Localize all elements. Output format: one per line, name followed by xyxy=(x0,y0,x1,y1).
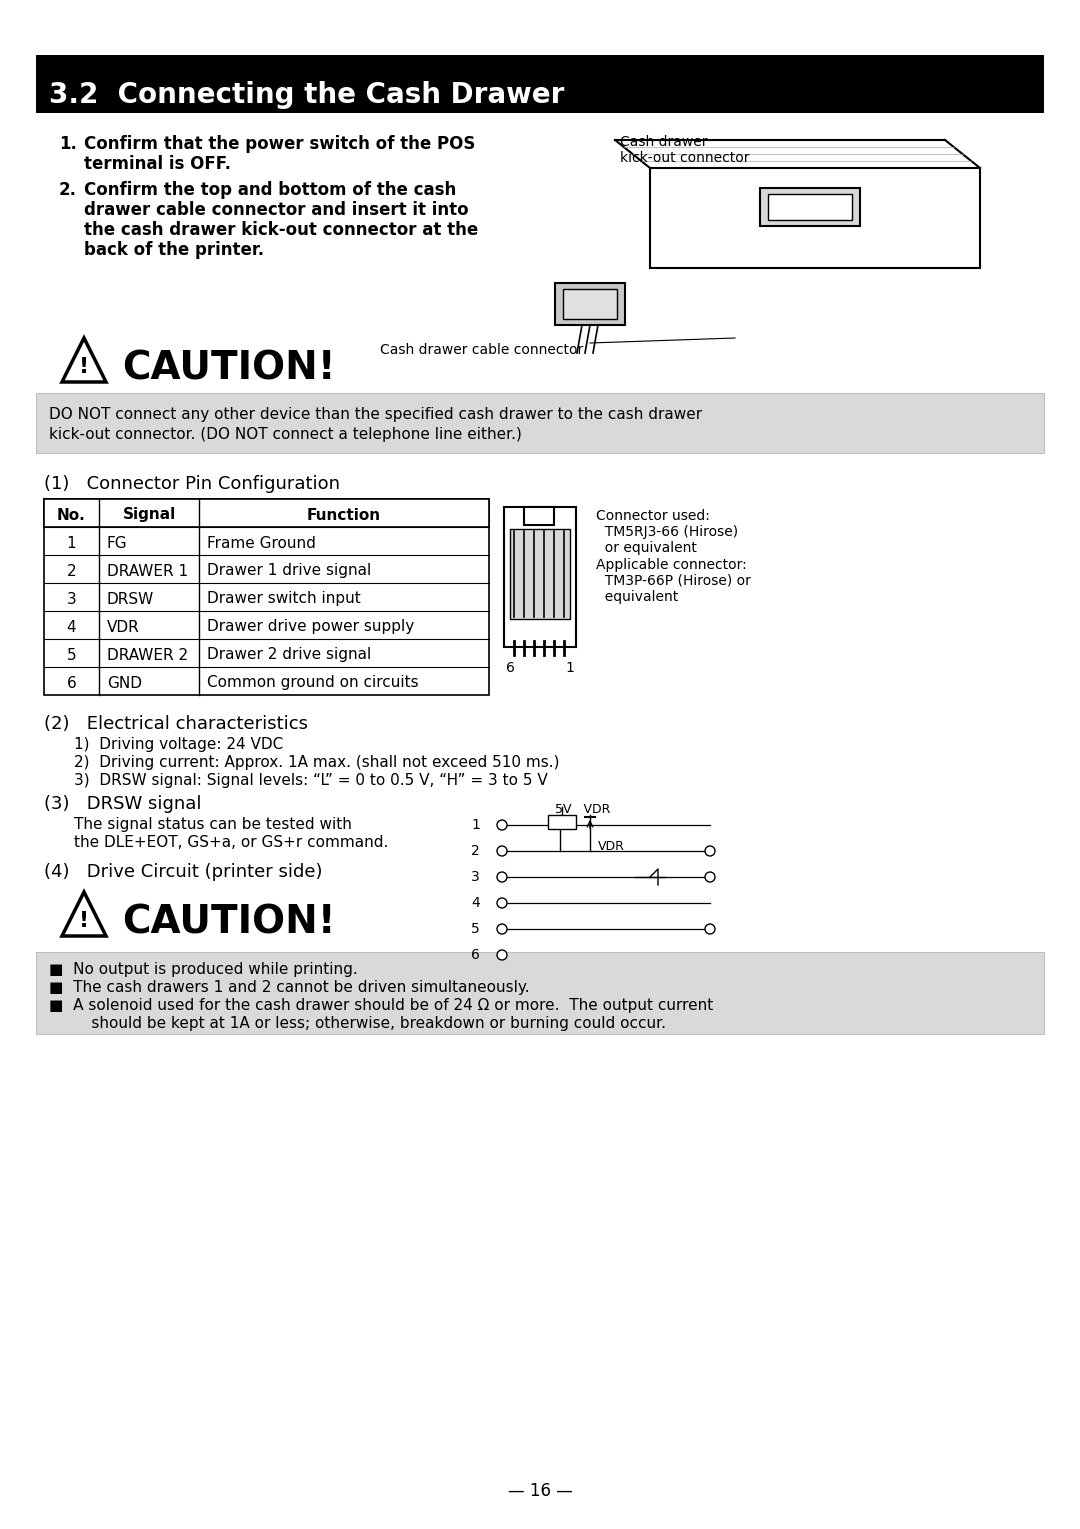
Text: DRAWER 2: DRAWER 2 xyxy=(107,647,188,662)
Text: (4)   Drive Circuit (printer side): (4) Drive Circuit (printer side) xyxy=(44,862,323,881)
Text: 3.2  Connecting the Cash Drawer: 3.2 Connecting the Cash Drawer xyxy=(49,81,565,109)
Text: back of the printer.: back of the printer. xyxy=(84,242,265,258)
Text: 5V   VDR: 5V VDR xyxy=(555,803,610,816)
Circle shape xyxy=(705,924,715,934)
Text: Drawer 2 drive signal: Drawer 2 drive signal xyxy=(207,647,372,662)
Text: 5: 5 xyxy=(67,647,77,662)
Bar xyxy=(44,498,489,696)
Text: CAUTION!: CAUTION! xyxy=(122,904,336,940)
Text: kick-out connector: kick-out connector xyxy=(620,151,750,165)
Circle shape xyxy=(497,950,507,960)
Bar xyxy=(650,168,980,268)
Text: Connector used:
  TM5RJ3-66 (Hirose)
  or equivalent
Applicable connector:
  TM3: Connector used: TM5RJ3-66 (Hirose) or eq… xyxy=(596,509,751,604)
Text: Drawer switch input: Drawer switch input xyxy=(207,592,361,607)
Bar xyxy=(760,188,860,226)
Text: 2: 2 xyxy=(67,564,77,578)
Text: DRAWER 1: DRAWER 1 xyxy=(107,564,188,578)
Text: FG: FG xyxy=(107,535,127,550)
Text: (3)   DRSW signal: (3) DRSW signal xyxy=(44,795,202,813)
Text: Drawer drive power supply: Drawer drive power supply xyxy=(207,619,415,635)
Circle shape xyxy=(497,898,507,908)
Text: (2)   Electrical characteristics: (2) Electrical characteristics xyxy=(44,716,308,732)
Text: — 16 —: — 16 — xyxy=(508,1482,572,1500)
Text: the DLE+EOT, GS+a, or GS+r command.: the DLE+EOT, GS+a, or GS+r command. xyxy=(75,835,389,850)
Text: 2: 2 xyxy=(471,844,480,858)
Circle shape xyxy=(705,872,715,882)
Text: 1.: 1. xyxy=(59,135,77,153)
Text: !: ! xyxy=(79,911,89,931)
Polygon shape xyxy=(62,338,106,382)
Text: !: ! xyxy=(79,356,89,376)
Bar xyxy=(504,508,576,647)
Bar xyxy=(36,393,1044,453)
Text: GND: GND xyxy=(107,676,141,691)
Text: ■  The cash drawers 1 and 2 cannot be driven simultaneously.: ■ The cash drawers 1 and 2 cannot be dri… xyxy=(49,980,529,995)
Text: The signal status can be tested with: The signal status can be tested with xyxy=(75,816,352,832)
Bar xyxy=(44,498,489,528)
Text: Confirm that the power switch of the POS: Confirm that the power switch of the POS xyxy=(84,135,475,153)
Text: Frame Ground: Frame Ground xyxy=(207,535,315,550)
Text: 5: 5 xyxy=(471,922,480,936)
Text: 1: 1 xyxy=(471,818,480,832)
Text: Confirm the top and bottom of the cash: Confirm the top and bottom of the cash xyxy=(84,180,456,199)
Bar xyxy=(36,953,1044,1034)
Text: Cash drawer cable connector: Cash drawer cable connector xyxy=(380,342,583,356)
Text: Signal: Signal xyxy=(122,508,176,523)
Bar xyxy=(36,55,1044,113)
Text: kick-out connector. (DO NOT connect a telephone line either.): kick-out connector. (DO NOT connect a te… xyxy=(49,427,522,442)
Text: 4: 4 xyxy=(67,619,77,635)
Text: No.: No. xyxy=(57,508,86,523)
Text: ■  No output is produced while printing.: ■ No output is produced while printing. xyxy=(49,962,357,977)
Text: the cash drawer kick-out connector at the: the cash drawer kick-out connector at th… xyxy=(84,222,478,239)
Bar xyxy=(768,194,852,220)
Circle shape xyxy=(497,924,507,934)
Text: should be kept at 1A or less; otherwise, breakdown or burning could occur.: should be kept at 1A or less; otherwise,… xyxy=(67,1015,666,1031)
Text: DO NOT connect any other device than the specified cash drawer to the cash drawe: DO NOT connect any other device than the… xyxy=(49,407,702,422)
Text: 4: 4 xyxy=(471,896,480,910)
Text: 2.: 2. xyxy=(59,180,77,199)
Text: Function: Function xyxy=(307,508,381,523)
Text: Common ground on circuits: Common ground on circuits xyxy=(207,676,419,691)
Bar xyxy=(555,283,625,326)
Text: Drawer 1 drive signal: Drawer 1 drive signal xyxy=(207,564,372,578)
Text: DRSW: DRSW xyxy=(107,592,154,607)
Circle shape xyxy=(497,846,507,856)
Bar xyxy=(548,815,576,829)
Text: 6: 6 xyxy=(471,948,480,962)
Text: 3: 3 xyxy=(471,870,480,884)
Text: VDR: VDR xyxy=(598,839,625,853)
Text: 6: 6 xyxy=(67,676,77,691)
Text: 3: 3 xyxy=(67,592,77,607)
Bar xyxy=(563,289,617,320)
Circle shape xyxy=(497,820,507,830)
Text: 3)  DRSW signal: Signal levels: “L” = 0 to 0.5 V, “H” = 3 to 5 V: 3) DRSW signal: Signal levels: “L” = 0 t… xyxy=(75,774,548,787)
Text: 2)  Driving current: Approx. 1A max. (shall not exceed 510 ms.): 2) Driving current: Approx. 1A max. (sha… xyxy=(75,755,559,771)
Text: 1)  Driving voltage: 24 VDC: 1) Driving voltage: 24 VDC xyxy=(75,737,283,752)
Text: (1)   Connector Pin Configuration: (1) Connector Pin Configuration xyxy=(44,476,340,492)
Text: 1: 1 xyxy=(566,661,575,674)
Polygon shape xyxy=(62,891,106,936)
Text: VDR: VDR xyxy=(107,619,139,635)
Circle shape xyxy=(705,846,715,856)
Text: Cash drawer: Cash drawer xyxy=(620,135,707,148)
Text: CAUTION!: CAUTION! xyxy=(122,349,336,387)
Text: terminal is OFF.: terminal is OFF. xyxy=(84,154,231,173)
Text: ■  A solenoid used for the cash drawer should be of 24 Ω or more.  The output cu: ■ A solenoid used for the cash drawer sh… xyxy=(49,998,713,1014)
Text: drawer cable connector and insert it into: drawer cable connector and insert it int… xyxy=(84,200,469,219)
Circle shape xyxy=(497,872,507,882)
Bar xyxy=(524,508,554,524)
Text: 1: 1 xyxy=(67,535,77,550)
Text: 6: 6 xyxy=(505,661,514,674)
Bar xyxy=(510,529,570,619)
